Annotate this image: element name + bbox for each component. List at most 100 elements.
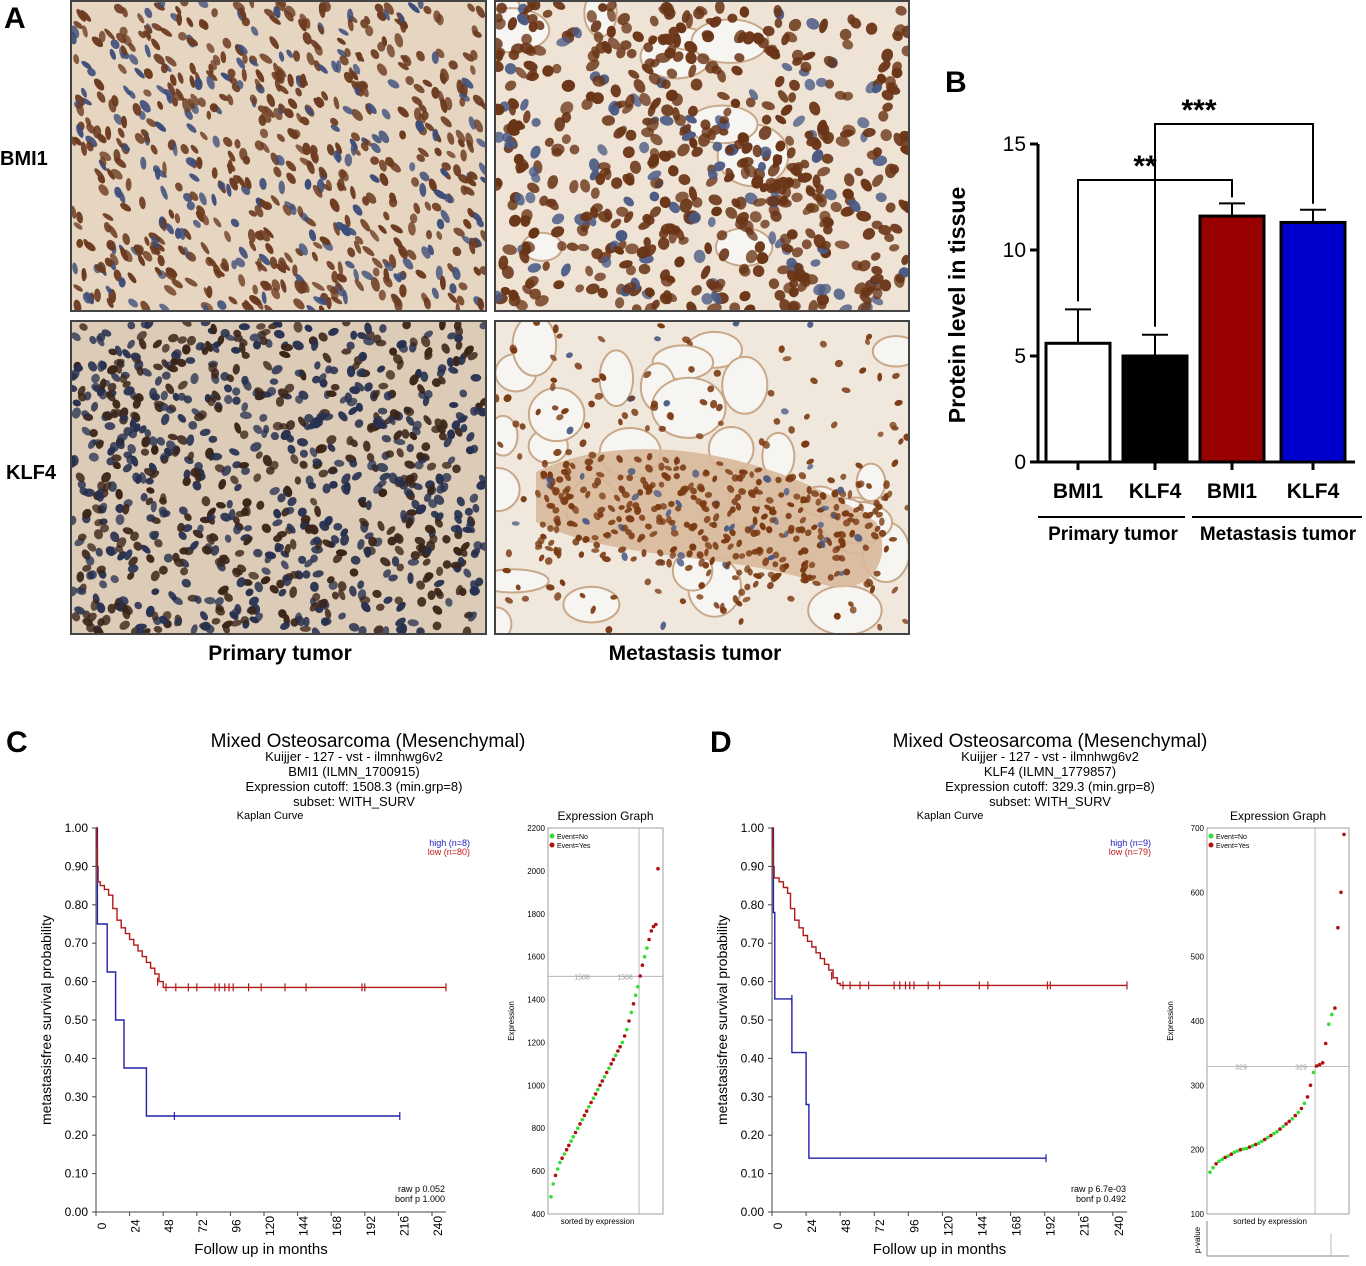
stained-nucleus xyxy=(326,260,335,271)
stained-nucleus xyxy=(650,400,659,408)
stained-nucleus xyxy=(898,199,908,213)
stained-nucleus xyxy=(143,30,152,39)
stained-nucleus xyxy=(271,279,281,292)
stained-nucleus xyxy=(260,112,272,123)
stained-nucleus xyxy=(731,198,741,208)
stained-nucleus xyxy=(275,2,286,12)
expr-point-event-no xyxy=(571,1135,576,1139)
stained-nucleus xyxy=(356,51,363,62)
expr-point-event-yes xyxy=(1223,1155,1227,1160)
stained-nucleus xyxy=(863,581,871,588)
stained-nucleus xyxy=(258,230,270,242)
stained-nucleus xyxy=(624,507,633,513)
stained-nucleus xyxy=(591,534,599,541)
stained-nucleus xyxy=(513,120,523,131)
counterstained-nucleus xyxy=(364,382,373,392)
counterstained-nucleus xyxy=(692,469,700,478)
panel-d-km-title: Kaplan Curve xyxy=(917,810,984,822)
counterstained-nucleus xyxy=(190,373,199,385)
stained-nucleus xyxy=(766,546,774,554)
counterstained-nucleus xyxy=(759,146,772,158)
alveolar-space xyxy=(807,584,883,633)
counterstained-nucleus xyxy=(443,193,455,204)
counterstained-nucleus xyxy=(109,48,116,60)
stained-nucleus xyxy=(287,98,298,109)
panel-c-subset: subset: WITH_SURV xyxy=(293,794,415,809)
stained-nucleus xyxy=(834,359,843,368)
y-tick-label: 15 xyxy=(1003,133,1026,156)
stained-nucleus xyxy=(322,2,331,12)
stained-nucleus xyxy=(833,570,841,577)
stained-nucleus xyxy=(391,293,402,307)
stained-nucleus xyxy=(125,178,132,191)
stained-nucleus xyxy=(364,138,372,147)
stained-nucleus xyxy=(754,241,766,253)
stained-nucleus xyxy=(674,114,686,126)
stained-nucleus xyxy=(190,144,199,154)
stained-nucleus xyxy=(360,142,369,152)
stained-nucleus xyxy=(132,398,142,409)
counterstained-nucleus xyxy=(400,510,408,522)
stained-nucleus xyxy=(805,574,813,580)
stained-nucleus xyxy=(418,103,427,113)
stained-nucleus xyxy=(359,517,370,527)
stained-nucleus xyxy=(268,15,281,25)
stained-nucleus xyxy=(92,504,104,514)
stained-nucleus xyxy=(712,541,719,550)
counterstained-nucleus xyxy=(234,603,242,615)
stained-nucleus xyxy=(526,14,538,24)
stained-nucleus xyxy=(700,265,711,280)
counterstained-nucleus xyxy=(659,115,674,126)
stained-nucleus xyxy=(591,203,603,213)
stained-nucleus xyxy=(176,358,187,367)
counterstained-nucleus xyxy=(151,588,160,596)
counterstained-nucleus xyxy=(111,372,121,382)
stained-nucleus xyxy=(299,625,311,632)
stained-nucleus xyxy=(772,561,779,568)
stained-nucleus xyxy=(607,8,616,22)
km-curve-high xyxy=(772,827,1047,1159)
stained-nucleus xyxy=(590,605,596,614)
km-y-tick-label: 0.40 xyxy=(65,1051,89,1065)
stained-nucleus xyxy=(243,536,253,546)
stained-nucleus xyxy=(504,597,513,604)
stained-nucleus xyxy=(716,461,724,466)
counterstained-nucleus xyxy=(665,509,672,517)
counterstained-nucleus xyxy=(364,546,372,558)
stained-nucleus xyxy=(378,224,387,234)
stained-nucleus xyxy=(372,334,382,344)
stained-nucleus xyxy=(93,529,104,540)
stained-nucleus xyxy=(309,602,319,612)
stained-nucleus xyxy=(695,433,704,440)
stained-nucleus xyxy=(851,260,863,271)
stained-nucleus xyxy=(871,220,883,230)
stained-nucleus xyxy=(460,541,470,551)
km-x-tick-label: 240 xyxy=(431,1216,445,1236)
stained-nucleus xyxy=(878,60,891,73)
stained-nucleus xyxy=(94,168,105,181)
stained-nucleus xyxy=(639,92,651,107)
stained-nucleus xyxy=(269,584,279,594)
stained-nucleus xyxy=(85,117,92,126)
stained-nucleus xyxy=(312,241,323,249)
counterstained-nucleus xyxy=(459,389,468,398)
stained-nucleus xyxy=(631,304,642,310)
stained-nucleus xyxy=(158,565,168,575)
counterstained-nucleus xyxy=(177,392,186,401)
stained-nucleus xyxy=(550,377,558,383)
counterstained-nucleus xyxy=(238,246,248,259)
expr-cutoff-label-right: 1508 xyxy=(617,974,633,981)
stained-nucleus xyxy=(435,48,445,59)
km-y-tick-label: 0.00 xyxy=(741,1205,765,1219)
stained-nucleus xyxy=(545,198,557,208)
stained-nucleus xyxy=(716,403,723,412)
stained-nucleus xyxy=(755,478,762,486)
stained-nucleus xyxy=(689,487,698,495)
stained-nucleus xyxy=(856,210,872,222)
panel-b-letter: B xyxy=(945,66,967,99)
counterstained-nucleus xyxy=(270,432,280,441)
stained-nucleus xyxy=(788,92,797,103)
counterstained-nucleus xyxy=(806,18,820,30)
counterstained-nucleus xyxy=(134,601,143,610)
stained-nucleus xyxy=(617,546,627,553)
